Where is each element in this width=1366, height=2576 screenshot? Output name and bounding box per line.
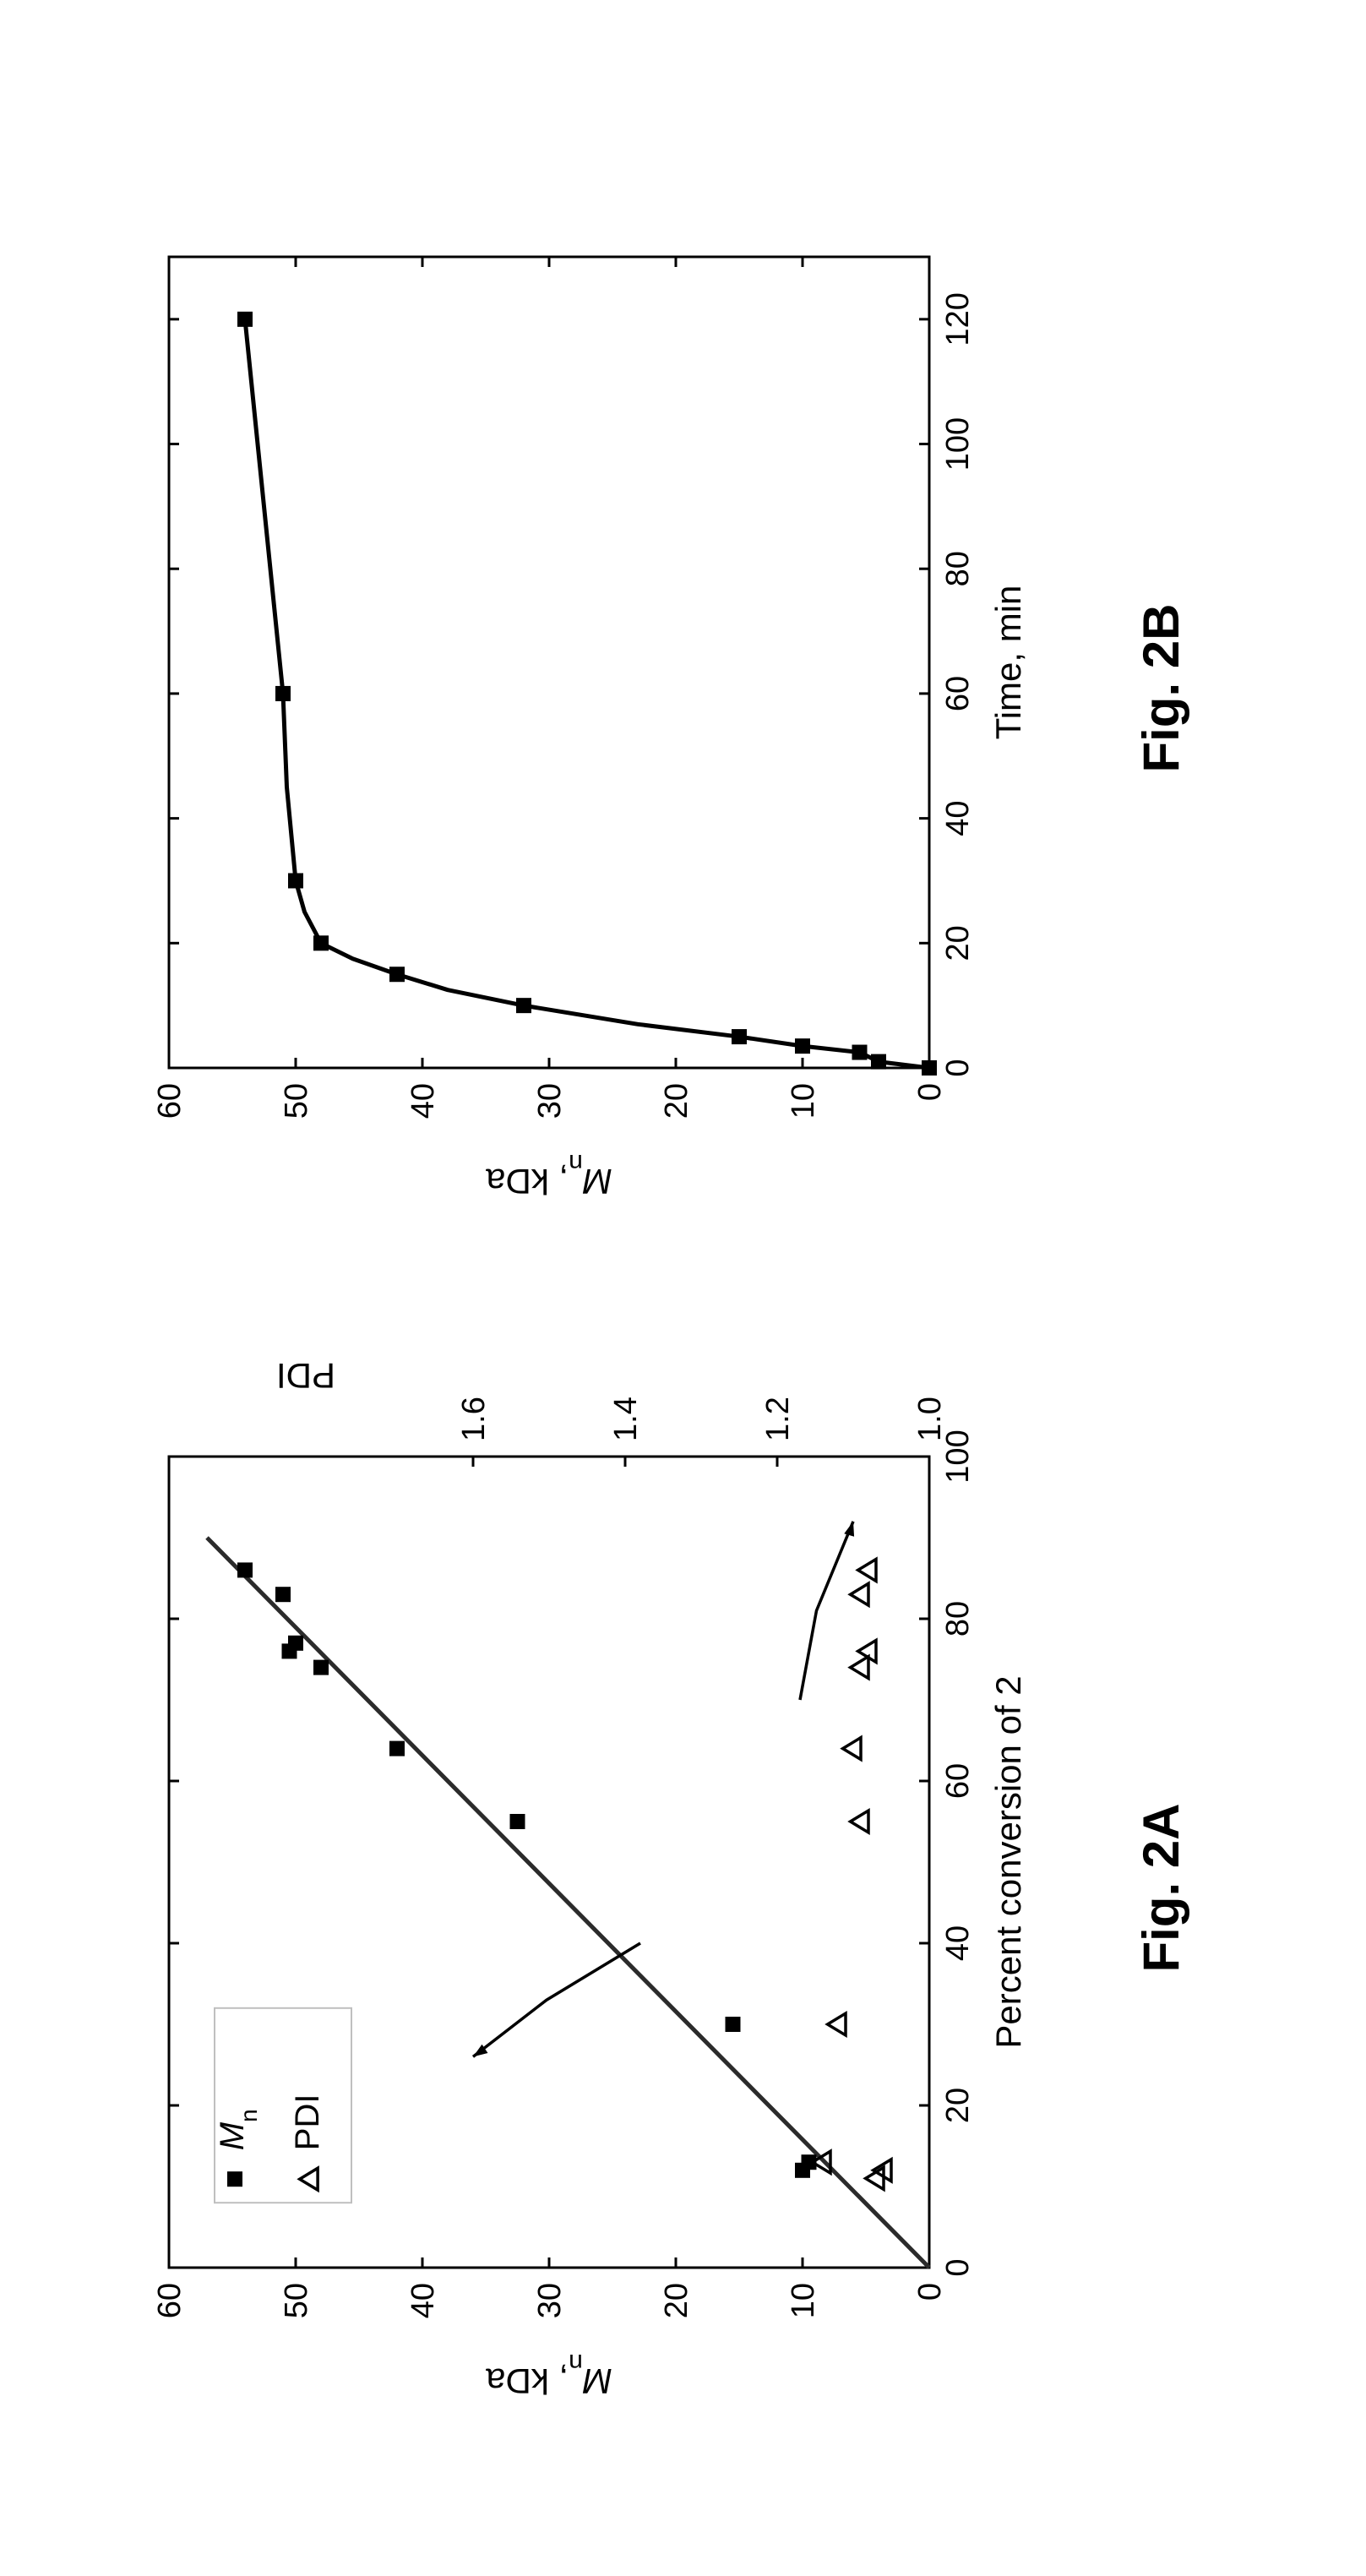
svg-text:1.2: 1.2 — [760, 1397, 796, 1442]
svg-text:Percent conversion of 2: Percent conversion of 2 — [988, 1676, 1028, 2049]
svg-text:60: 60 — [940, 1763, 976, 1799]
chart-b-svg: 0 20 40 60 80 100 120 0 10 20 30 40 50 60 Time, min Mn,… — [118, 139, 1073, 1238]
svg-text:1.6: 1.6 — [456, 1397, 492, 1442]
svg-text:60: 60 — [152, 2284, 188, 2319]
svg-text:30: 30 — [532, 1084, 568, 1119]
svg-text:Time, min: Time, min — [988, 585, 1028, 740]
svg-text:20: 20 — [659, 1084, 694, 1119]
svg-text:50: 50 — [279, 1084, 314, 1119]
chart-b-block: 0 20 40 60 80 100 120 0 10 20 30 40 50 60 Time, min Mn,… — [118, 139, 1190, 1238]
svg-text:40: 40 — [405, 1084, 441, 1119]
svg-text:20: 20 — [940, 926, 976, 961]
chart-a-svg: 02040608010001020304050601.01.21.41.6Per… — [118, 1339, 1073, 2437]
figure-landscape: 02040608010001020304050601.01.21.41.6Per… — [0, 0, 1366, 2576]
page: 02040608010001020304050601.01.21.41.6Per… — [0, 0, 1366, 2576]
svg-text:1.4: 1.4 — [608, 1397, 644, 1442]
svg-text:Mn, kDa: Mn, kDa — [486, 1150, 612, 1202]
svg-text:80: 80 — [940, 552, 976, 587]
svg-text:0: 0 — [940, 1059, 976, 1077]
svg-text:30: 30 — [532, 2284, 568, 2319]
svg-text:120: 120 — [940, 293, 976, 346]
svg-text:100: 100 — [940, 417, 976, 471]
svg-text:60: 60 — [152, 1084, 188, 1119]
chart-a-block: 02040608010001020304050601.01.21.41.6Per… — [118, 1339, 1190, 2437]
svg-text:80: 80 — [940, 1601, 976, 1637]
svg-text:40: 40 — [940, 801, 976, 836]
svg-text:0: 0 — [912, 2284, 948, 2301]
chart-a-caption: Fig. 2A — [1132, 1804, 1190, 1973]
chart-b-caption: Fig. 2B — [1132, 604, 1190, 773]
svg-text:PDI: PDI — [289, 2094, 326, 2151]
svg-text:Mn, kDa: Mn, kDa — [486, 2350, 612, 2402]
svg-text:50: 50 — [279, 2284, 314, 2319]
svg-text:10: 10 — [786, 2284, 821, 2319]
svg-text:60: 60 — [940, 676, 976, 711]
svg-text:40: 40 — [405, 2284, 441, 2319]
svg-text:PDI: PDI — [276, 1357, 335, 1397]
svg-text:1.0: 1.0 — [912, 1397, 948, 1442]
svg-text:40: 40 — [940, 1925, 976, 1961]
charts-row: 02040608010001020304050601.01.21.41.6Per… — [0, 0, 1190, 2576]
svg-text:10: 10 — [786, 1084, 821, 1119]
svg-text:0: 0 — [940, 2259, 976, 2277]
rotated-figure-wrapper: 02040608010001020304050601.01.21.41.6Per… — [0, 0, 1366, 2576]
svg-text:20: 20 — [940, 2088, 976, 2123]
svg-text:20: 20 — [659, 2284, 694, 2319]
svg-text:0: 0 — [912, 1084, 948, 1102]
